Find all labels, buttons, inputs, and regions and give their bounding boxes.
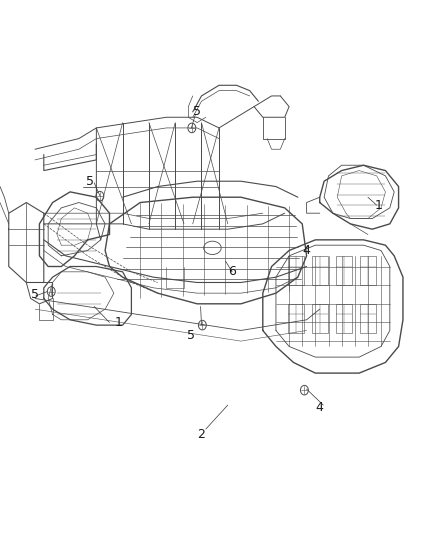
Text: 5: 5 [86,175,94,188]
Text: 2: 2 [198,428,205,441]
Text: 5: 5 [187,329,194,342]
Text: 1: 1 [375,199,383,212]
Text: 4: 4 [303,244,311,257]
Text: 1: 1 [114,316,122,329]
Text: 4: 4 [316,401,324,414]
Text: 6: 6 [228,265,236,278]
Text: 5: 5 [193,106,201,118]
Text: 5: 5 [31,288,39,301]
